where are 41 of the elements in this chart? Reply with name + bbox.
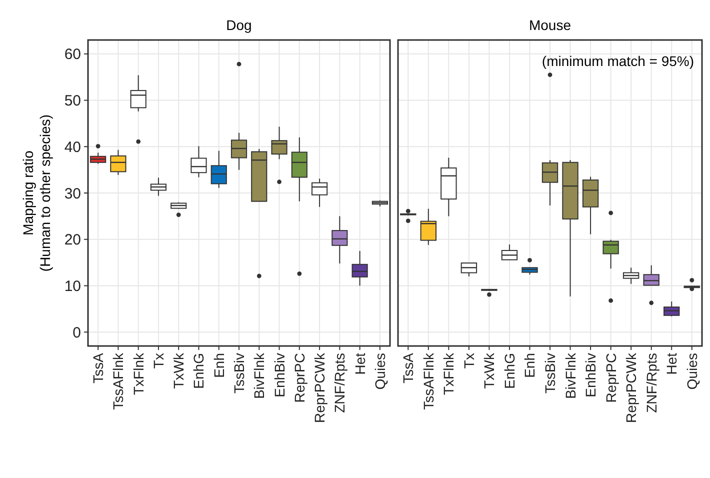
- x-tick-label: TssBiv: [542, 353, 558, 394]
- x-tick-label: TssA: [90, 352, 106, 384]
- y-tick-label: 10: [64, 278, 81, 295]
- y-tick-label: 60: [64, 46, 81, 64]
- x-tick-label: TxWk: [481, 352, 498, 389]
- x-tick-label: Quies: [684, 353, 700, 390]
- x-tick-label: TssAFlnk: [110, 352, 126, 410]
- x-tick-label: Quies: [372, 353, 388, 390]
- x-tick-label: Tx: [460, 353, 477, 369]
- x-tick-label: BivFlnk: [562, 352, 578, 399]
- x-tick-label: TxWk: [170, 352, 187, 389]
- x-tick-label: ZNF/Rpts: [643, 353, 660, 413]
- x-tick-label: Het: [664, 352, 680, 375]
- x-tick-label: TxFlnk: [440, 352, 457, 395]
- x-tick-label: Enh: [522, 353, 538, 378]
- y-tick-label: 0: [72, 324, 81, 342]
- x-tick-label: Enh: [210, 353, 227, 378]
- chart-title: Mouse: [528, 17, 572, 33]
- y-tick-label: 20: [64, 232, 81, 249]
- x-tick-label: TxFlnk: [130, 352, 146, 395]
- x-tick-label: EnhBiv: [582, 353, 599, 398]
- x-tick-label: TssAFlnk: [420, 352, 436, 410]
- chart-title: Dog: [226, 17, 252, 33]
- x-tick-label: EnhBiv: [271, 353, 288, 398]
- x-tick-label: Het: [352, 352, 368, 375]
- y-tick-label: 50: [64, 92, 81, 110]
- x-tick-label: ReprPCWk: [312, 352, 328, 424]
- x-tick-label: BivFlnk: [251, 352, 268, 399]
- x-tick-label: Tx: [150, 353, 166, 369]
- x-tick-label: ZNF/Rpts: [332, 353, 348, 413]
- x-tick-label: ReprPC: [602, 353, 619, 403]
- annotation: (minimum match = 95%): [542, 53, 694, 69]
- x-tick-label: TssBiv: [231, 353, 247, 394]
- y-axis-title: Mapping ratio (Human to other species): [20, 114, 53, 272]
- y-tick-label: 40: [64, 138, 81, 156]
- x-tick-label: ReprPC: [291, 353, 308, 403]
- x-tick-label: ReprPCWk: [623, 352, 640, 424]
- x-tick-label: EnhG: [501, 353, 518, 389]
- y-tick-label: 30: [64, 185, 81, 202]
- x-tick-label: TssA: [400, 352, 416, 384]
- x-tick-label: EnhG: [190, 353, 207, 389]
